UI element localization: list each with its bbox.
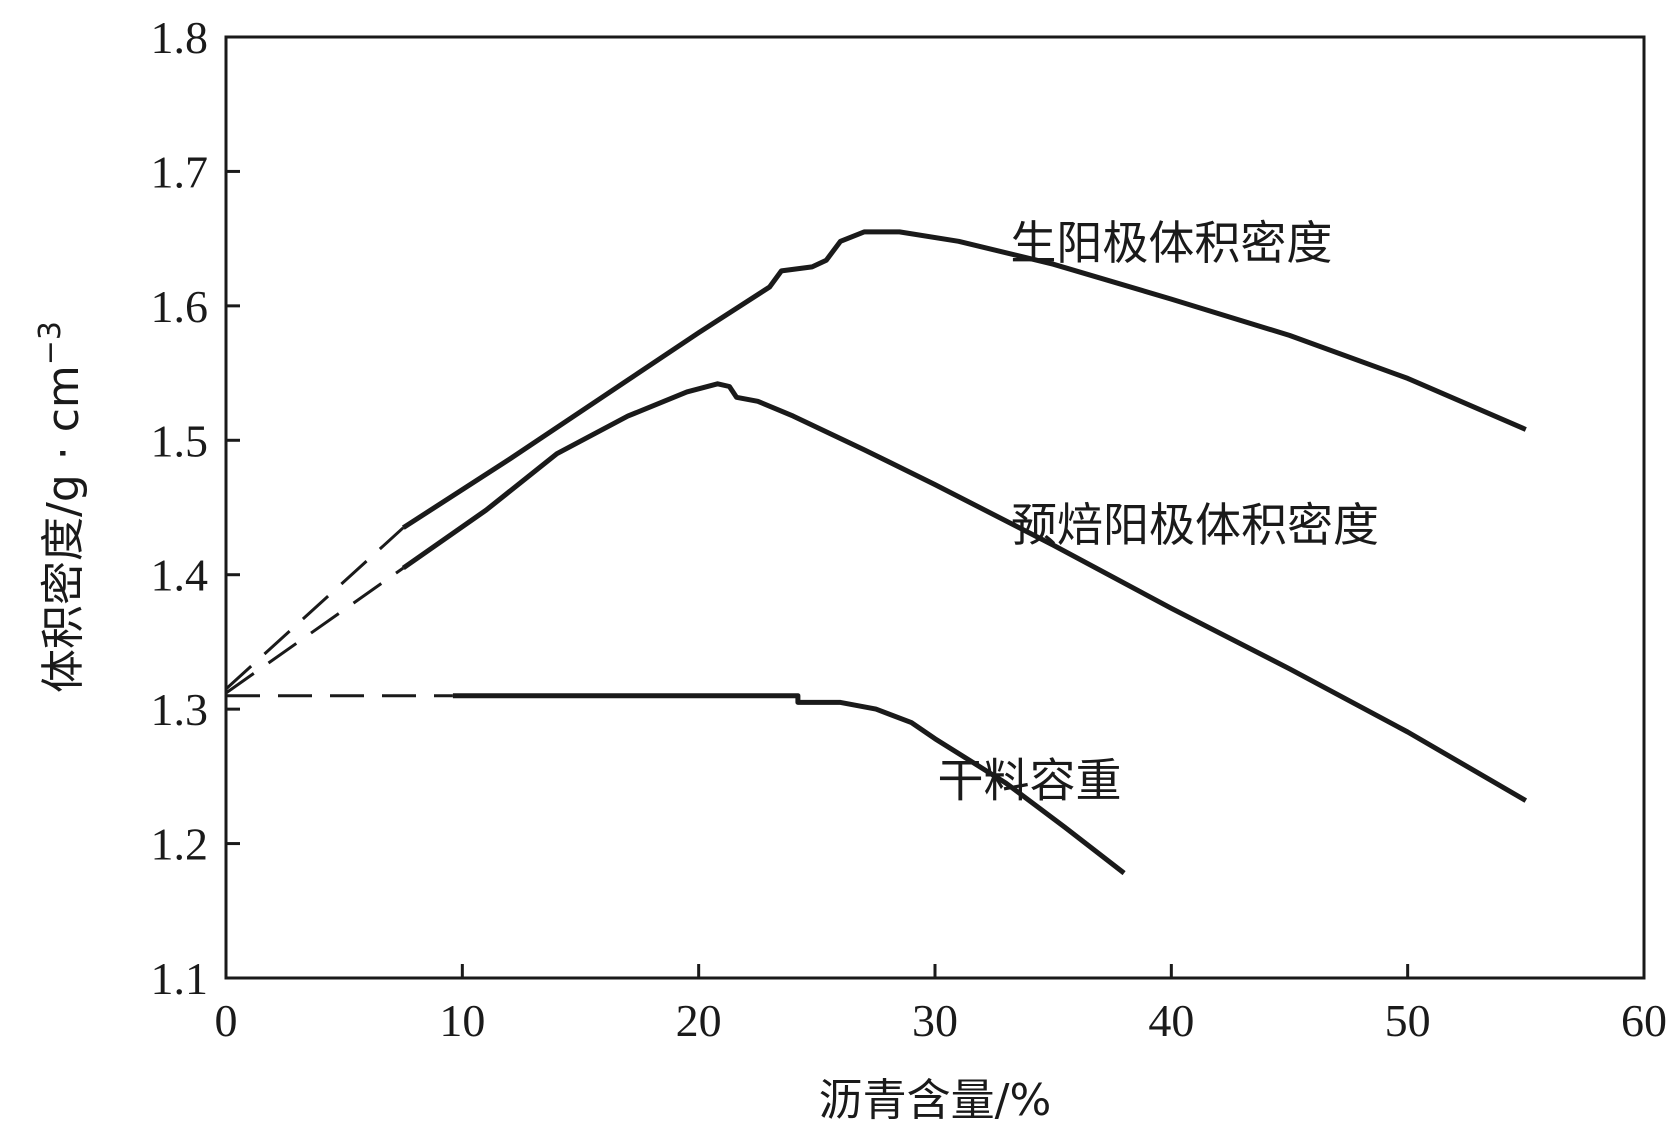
x-tick-label: 10 xyxy=(439,995,485,1046)
series-extrapolation-line xyxy=(224,526,405,691)
y-tick-label: 1.3 xyxy=(151,684,209,735)
y-tick-label: 1.6 xyxy=(151,281,209,332)
x-tick-label: 40 xyxy=(1148,995,1194,1046)
y-axis-title-main: 体积密度/g · cm xyxy=(38,365,89,693)
series-label: 干料容重 xyxy=(938,754,1122,808)
series-line xyxy=(452,693,1126,876)
y-tick-label: 1.4 xyxy=(151,550,209,601)
y-axis-ticks: 1.1 1.2 1.3 1.4 1.5 1.6 1.7 1.8 xyxy=(151,12,240,1004)
x-tick-label: 30 xyxy=(912,995,958,1046)
y-tick-label: 1.2 xyxy=(151,819,209,870)
x-tick-label: 20 xyxy=(676,995,722,1046)
x-tick-label: 50 xyxy=(1385,995,1431,1046)
y-tick-label: 1.5 xyxy=(151,415,209,466)
y-tick-label: 1.1 xyxy=(151,953,209,1004)
y-tick-label: 1.7 xyxy=(151,146,209,197)
x-axis-ticks: 0 10 20 30 40 50 60 xyxy=(215,964,1667,1046)
x-tick-label: 60 xyxy=(1621,995,1667,1046)
series-line xyxy=(401,381,1528,803)
series-line xyxy=(401,229,1527,530)
y-axis-title-group: 体积密度/g · cm−3 xyxy=(33,321,89,693)
series-extrapolation-line xyxy=(225,566,405,695)
x-axis-title: 沥青含量/% xyxy=(819,1075,1052,1126)
y-tick-label: 1.8 xyxy=(151,12,209,63)
series-label: 预焙阳极体积密度 xyxy=(1011,498,1379,552)
series-label: 生阳极体积密度 xyxy=(1010,216,1332,270)
y-axis-title: 体积密度/g · cm−3 xyxy=(33,321,89,693)
x-tick-label: 0 xyxy=(215,995,238,1046)
y-axis-title-superscript: −3 xyxy=(33,321,68,365)
